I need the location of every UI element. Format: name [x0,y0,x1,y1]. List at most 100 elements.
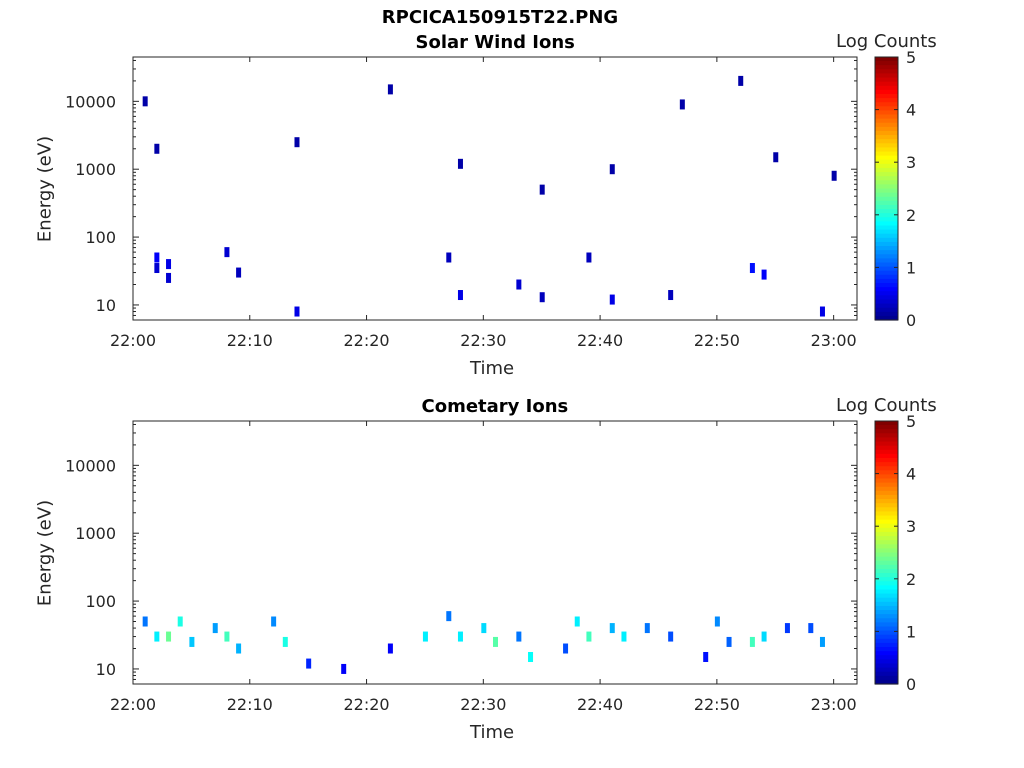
x-axis-label-top: Time [470,358,515,379]
colorbar-segment-0 [875,237,898,243]
colorbar-segment-0 [875,89,898,95]
heatmap-cell-1-32 [784,623,790,634]
heatmap-cell-0-9 [294,137,300,148]
heatmap-cell-1-27 [703,651,709,662]
colorbar-segment-1 [875,560,898,566]
panel-title-cometary: Cometary Ions [421,396,569,417]
colorbar-tick-label-0-3: 3 [906,153,916,172]
colorbar-segment-0 [875,315,898,321]
heatmap-cell-0-11 [446,252,452,263]
colorbar-segment-0 [875,225,898,231]
colorbar-segment-1 [875,437,898,443]
colorbar-tick-label-0-2: 2 [906,206,916,225]
colorbar-segment-1 [875,556,898,562]
colorbar-segment-0 [875,291,898,296]
colorbar-segment-1 [875,634,898,640]
heatmap-cell-1-34 [819,636,825,647]
colorbar-segment-0 [875,98,898,103]
heatmap-cell-1-21 [574,616,580,627]
colorbar-segment-0 [875,93,898,99]
colorbar-segment-1 [875,433,898,439]
colorbar-segment-0 [875,147,898,153]
panel-title-solar-wind: Solar Wind Ions [415,32,575,53]
colorbar-segment-1 [875,429,898,434]
colorbar-segment-1 [875,445,898,451]
heatmap-cell-0-16 [539,184,545,195]
heatmap-cell-1-13 [422,631,428,642]
heatmap-cell-1-25 [644,623,650,634]
colorbar-segment-1 [875,630,898,636]
colorbar-segment-0 [875,184,898,190]
heatmap-cell-0-3 [154,263,160,274]
colorbar-segment-0 [875,311,898,317]
heatmap-cell-1-1 [154,631,160,642]
colorbar-segment-0 [875,262,898,268]
colorbar-segment-0 [875,270,898,276]
colorbar-segment-0 [875,57,898,62]
x-tick-label-1-3: 22:30 [460,695,506,714]
colorbar-segment-0 [875,126,898,132]
heatmap-cell-1-8 [271,616,277,627]
heatmap-cell-0-20 [668,290,674,301]
x-tick-label-0-2: 22:20 [343,331,389,350]
heatmap-cell-1-4 [189,636,195,647]
colorbar-segment-0 [875,130,898,136]
x-tick-label-0-4: 22:40 [577,331,623,350]
colorbar-segment-1 [875,425,898,430]
colorbar-segment-0 [875,61,898,66]
x-tick-label-0-3: 22:30 [460,331,506,350]
colorbar-segment-1 [875,540,898,545]
heatmap-cell-0-4 [166,259,172,270]
colorbar-tick-label-1-3: 3 [906,517,916,536]
colorbar-segment-0 [875,213,898,218]
heatmap-cell-0-12 [457,290,463,301]
heatmap-cell-1-12 [387,643,393,654]
colorbar-segment-0 [875,307,898,313]
x-tick-label-1-2: 22:20 [343,695,389,714]
heatmap-cell-1-3 [177,616,183,627]
plot-frame-1 [132,420,858,685]
colorbar-segment-0 [875,81,898,87]
colorbar-segment-1 [875,548,898,554]
heatmap-cell-1-31 [761,631,767,642]
colorbar-segment-0 [875,204,898,210]
colorbar-segment-0 [875,135,898,140]
colorbar-segment-1 [875,466,898,471]
colorbar-segment-0 [875,229,898,235]
heatmap-cell-1-22 [586,631,592,642]
colorbar-segment-0 [875,209,898,214]
colorbar-segment-0 [875,188,898,194]
x-tick-label-1-4: 22:40 [577,695,623,714]
colorbar-segment-0 [875,77,898,83]
heatmap-cell-0-0 [142,96,148,107]
colorbar-tick-label-1-5: 5 [906,412,916,431]
colorbar-segment-1 [875,626,898,632]
colorbar-tick-label-1-2: 2 [906,570,916,589]
heatmap-cell-1-7 [236,643,242,654]
heatmap-cell-1-10 [306,658,312,669]
colorbar-segment-1 [875,675,898,681]
colorbar-tick-label-0-4: 4 [906,101,916,120]
heatmap-cell-0-22 [738,75,744,86]
colorbar-segment-1 [875,577,898,582]
heatmap-cell-1-14 [446,611,452,622]
colorbar-segment-1 [875,478,898,484]
x-tick-label-1-1: 22:10 [227,695,273,714]
colorbar-segment-1 [875,618,898,623]
colorbar-segment-0 [875,122,898,128]
y-tick-label-0-1: 100 [85,228,116,247]
heatmap-cell-0-26 [819,306,825,317]
heatmap-cell-0-18 [609,294,615,305]
colorbar-segment-1 [875,679,898,685]
colorbar-segment-0 [875,110,898,116]
colorbar-label-top: Log Counts [836,31,937,52]
heatmap-cell-0-17 [586,252,592,263]
heatmap-cell-1-0 [142,616,148,627]
colorbar-segment-1 [875,564,898,570]
heatmap-cell-1-9 [282,636,288,647]
colorbar-tick-label-0-5: 5 [906,48,916,67]
colorbar-segment-1 [875,638,898,644]
plot-frame-0 [132,56,858,321]
heatmap-cell-0-27 [831,170,837,181]
colorbar-segment-0 [875,172,898,177]
